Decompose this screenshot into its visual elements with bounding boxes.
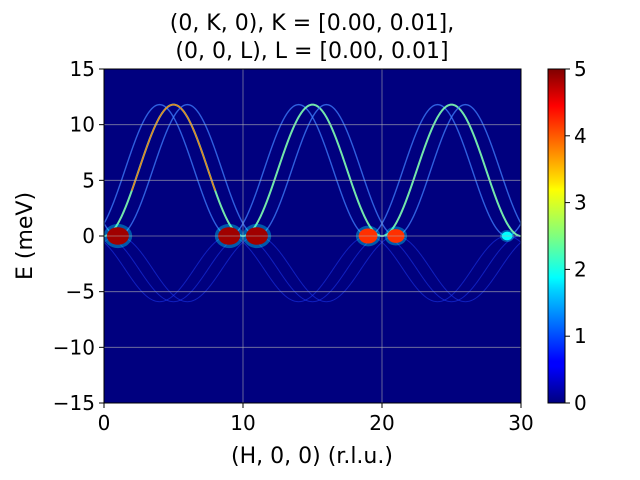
- dispersion-branch: [104, 103, 521, 237]
- chart-title-line1: (0, K, 0), K = [0.00, 0.01],: [170, 11, 455, 36]
- y-axis-label: E (meV): [13, 192, 38, 280]
- ghost-branch: [104, 235, 521, 303]
- y-tick-label: 0: [82, 224, 95, 248]
- x-tick-label: 20: [369, 411, 394, 435]
- colorbar-tick-label: 1: [574, 324, 587, 348]
- x-tick-label: 0: [98, 411, 111, 435]
- colorbar-tick-label: 4: [574, 124, 587, 148]
- y-tick-label: −10: [53, 335, 95, 359]
- ghost-branch: [104, 235, 521, 303]
- colorbar: [547, 68, 566, 404]
- x-tick-label: 10: [230, 411, 255, 435]
- colorbar-tick-label: 3: [574, 191, 587, 215]
- colorbar-tick-label: 0: [574, 391, 587, 415]
- grid-lines: [104, 69, 521, 403]
- x-tick-label: 30: [508, 411, 533, 435]
- colorbar-tick-label: 2: [574, 257, 587, 281]
- x-axis-ticks: 0 10 20 30: [98, 403, 534, 435]
- y-axis-ticks: −15 −10 −5 0 5 10 15: [53, 57, 104, 415]
- dispersion-highlight: [131, 103, 216, 191]
- y-tick-label: −15: [53, 391, 95, 415]
- y-tick-label: −5: [66, 280, 95, 304]
- colorbar-tick-label: 5: [574, 57, 587, 81]
- y-tick-label: 5: [82, 168, 95, 192]
- y-tick-label: 10: [70, 113, 95, 137]
- y-tick-label: 15: [70, 57, 95, 81]
- colorbar-ticks: 0 1 2 3 4 5: [565, 57, 587, 415]
- chart-title-line2: (0, 0, L), L = [0.00, 0.01]: [175, 39, 448, 64]
- x-axis-label: (H, 0, 0) (r.l.u.): [231, 444, 393, 469]
